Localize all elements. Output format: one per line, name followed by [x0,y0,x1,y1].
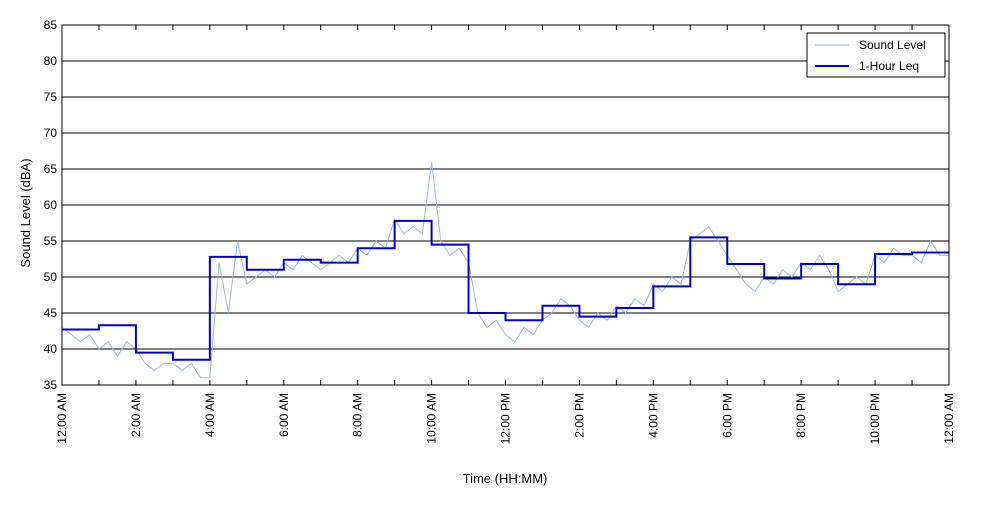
y-tick-label: 35 [44,378,58,392]
y-tick-label: 80 [44,54,58,68]
y-tick-label: 75 [44,90,58,104]
x-tick-label: 6:00 AM [277,393,291,437]
x-tick-label: 8:00 AM [351,393,365,437]
plot-frame [61,24,950,386]
y-axis-label: Sound Level (dBA) [18,158,33,267]
legend: Sound Level 1-Hour Leq [806,32,946,78]
grid-layer [62,25,949,385]
x-tick-label: 12:00 AM [942,393,956,444]
y-tick-label: 50 [44,270,58,284]
x-tick-label: 4:00 AM [203,393,217,437]
legend-label: 1-Hour Leq [859,59,919,73]
x-tick-label: 4:00 PM [646,393,660,438]
x-tick-label: 2:00 PM [572,393,586,438]
legend-label: Sound Level [859,38,926,52]
x-tick-label: 12:00 PM [499,393,513,444]
x-tick-label: 2:00 AM [129,393,143,437]
series-layer [61,161,949,379]
y-tick-label: 55 [44,234,58,248]
x-axis-label: Time (HH:MM) [463,471,548,486]
axis-layer: 35 40 45 50 55 60 65 70 75 80 85 12:00 AM 2:00 AM 4:0… [44,18,956,444]
x-tick-label: 8:00 PM [794,393,808,438]
legend-box [806,32,946,78]
series-line-leq [62,219,949,361]
x-tick-label: 6:00 PM [720,393,734,438]
series-line-sound-level [61,161,949,379]
y-tick-label: 85 [44,18,58,32]
x-tick-label: 10:00 PM [868,393,882,444]
x-tick-label: 12:00 AM [55,393,69,444]
y-tick-label: 45 [44,306,58,320]
y-tick-label: 60 [44,198,58,212]
y-tick-label: 70 [44,126,58,140]
y-tick-label: 40 [44,342,58,356]
x-tick-label: 10:00 AM [425,393,439,444]
y-tick-label: 65 [44,162,58,176]
